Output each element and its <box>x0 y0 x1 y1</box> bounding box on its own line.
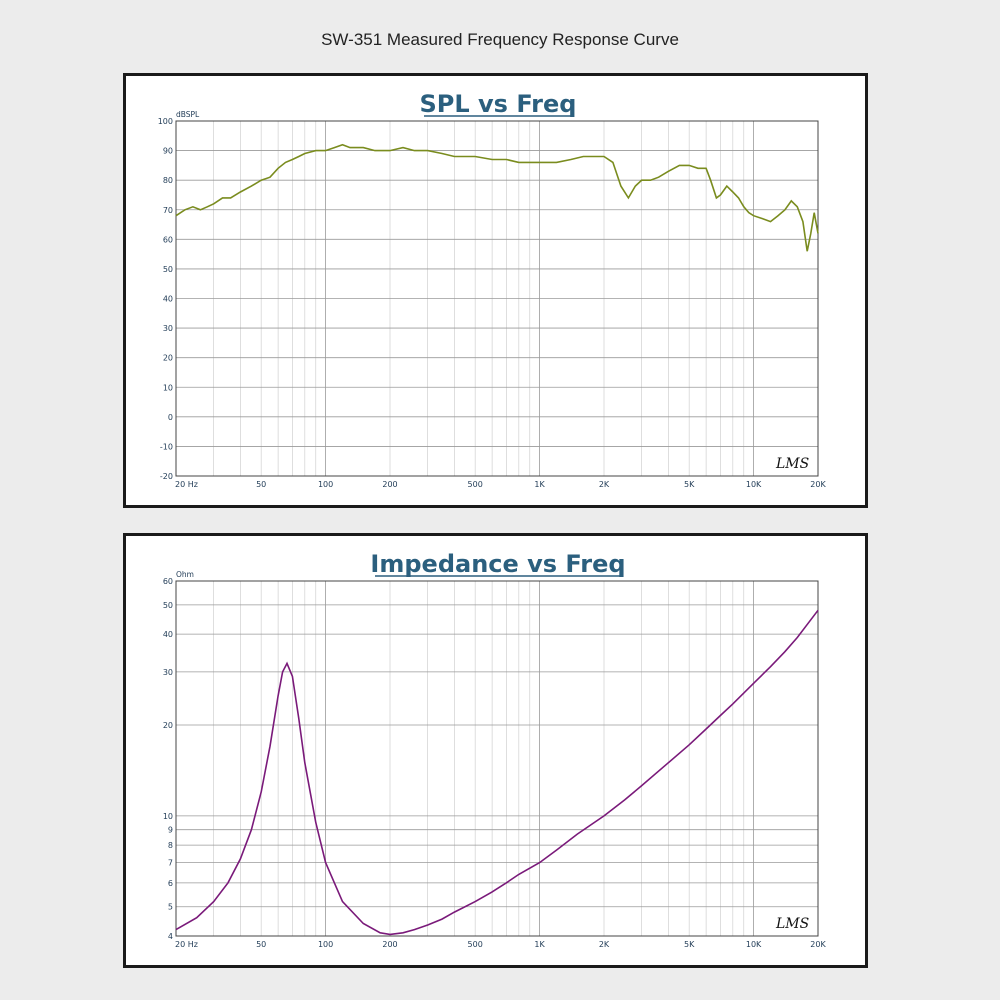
y-tick-label: 30 <box>163 324 173 333</box>
spl-curve <box>175 143 819 252</box>
y-tick-label: 60 <box>163 577 173 586</box>
x-tick-label: 10K <box>746 480 762 489</box>
grid-layer <box>175 120 819 477</box>
y-tick-label: 9 <box>168 826 173 835</box>
x-tick-label: 10K <box>746 940 762 949</box>
x-tick-label: 50 <box>256 480 266 489</box>
y-tick-label: 40 <box>163 295 173 304</box>
y-tick-label: 90 <box>163 147 173 156</box>
spl-chart: SPL vs Freq 20 Hz 50 100 200 500 1K 2K 5K 10K 20K… <box>158 90 827 489</box>
x-tick-label: 200 <box>382 940 397 949</box>
x-tick-label: 1K <box>534 940 545 949</box>
y-tick-label: 40 <box>163 630 173 639</box>
page-title: SW-351 Measured Frequency Response Curve <box>321 30 679 49</box>
x-tick-label: 200 <box>382 480 397 489</box>
x-tick-label: 5K <box>684 480 695 489</box>
spl-chart-panel: SPL vs Freq 20 Hz 50 100 200 500 1K 2K 5K 10K 20K… <box>123 73 868 508</box>
y-tick-label: 10 <box>163 383 173 392</box>
x-tick-label: 50 <box>256 940 266 949</box>
y-tick-label: 0 <box>168 413 173 422</box>
x-tick-label: 500 <box>468 940 483 949</box>
x-tick-label: 20K <box>810 480 826 489</box>
tick-labels: 20 Hz 50 100 200 500 1K 2K 5K 10K 20K 60 50 40 30 20 10… <box>163 577 827 949</box>
y-tick-label: 30 <box>163 668 173 677</box>
x-tick-label: 20 Hz <box>175 480 198 489</box>
plot-frame <box>175 580 819 937</box>
x-tick-label: 5K <box>684 940 695 949</box>
y-tick-label: 7 <box>168 859 173 868</box>
impedance-chart-panel: Impedance vs Freq 20 Hz 50 100 200 500 1K 2K 5K… <box>123 533 868 968</box>
x-tick-label: 100 <box>318 940 333 949</box>
x-tick-label: 2K <box>599 480 610 489</box>
tick-labels: 20 Hz 50 100 200 500 1K 2K 5K 10K 20K100908070605… <box>158 117 827 489</box>
y-tick-label: 80 <box>163 176 173 185</box>
x-tick-label: 1K <box>534 480 545 489</box>
y-tick-label: 10 <box>163 812 173 821</box>
lms-logo: LMS <box>775 916 809 932</box>
y-tick-label: 4 <box>168 932 173 941</box>
y-tick-label: 60 <box>163 235 173 244</box>
y-tick-label: -10 <box>160 442 173 451</box>
y-tick-label: 50 <box>163 601 173 610</box>
x-tick-label: 100 <box>318 480 333 489</box>
y-tick-label: -20 <box>160 472 173 481</box>
y-axis-unit-label: Ohm <box>176 570 194 579</box>
impedance-curve <box>175 609 819 936</box>
y-tick-label: 5 <box>168 903 173 912</box>
y-tick-label: 8 <box>168 841 173 850</box>
y-tick-label: 6 <box>168 879 173 888</box>
x-tick-label: 20 Hz <box>175 940 198 949</box>
lms-logo: LMS <box>775 456 809 472</box>
y-tick-label: 100 <box>158 117 173 126</box>
impedance-chart: Impedance vs Freq 20 Hz 50 100 200 500 1K 2K 5K… <box>163 550 827 949</box>
plot-frame <box>175 120 819 477</box>
grid-layer <box>175 580 819 937</box>
x-tick-label: 2K <box>599 940 610 949</box>
y-axis-unit-label: dBSPL <box>176 110 200 119</box>
chart-title: SPL vs Freq <box>420 90 577 118</box>
y-tick-label: 50 <box>163 265 173 274</box>
y-tick-label: 70 <box>163 206 173 215</box>
x-tick-label: 20K <box>810 940 826 949</box>
y-tick-label: 20 <box>163 354 173 363</box>
chart-title: Impedance vs Freq <box>370 550 625 578</box>
x-tick-label: 500 <box>468 480 483 489</box>
y-tick-label: 20 <box>163 721 173 730</box>
